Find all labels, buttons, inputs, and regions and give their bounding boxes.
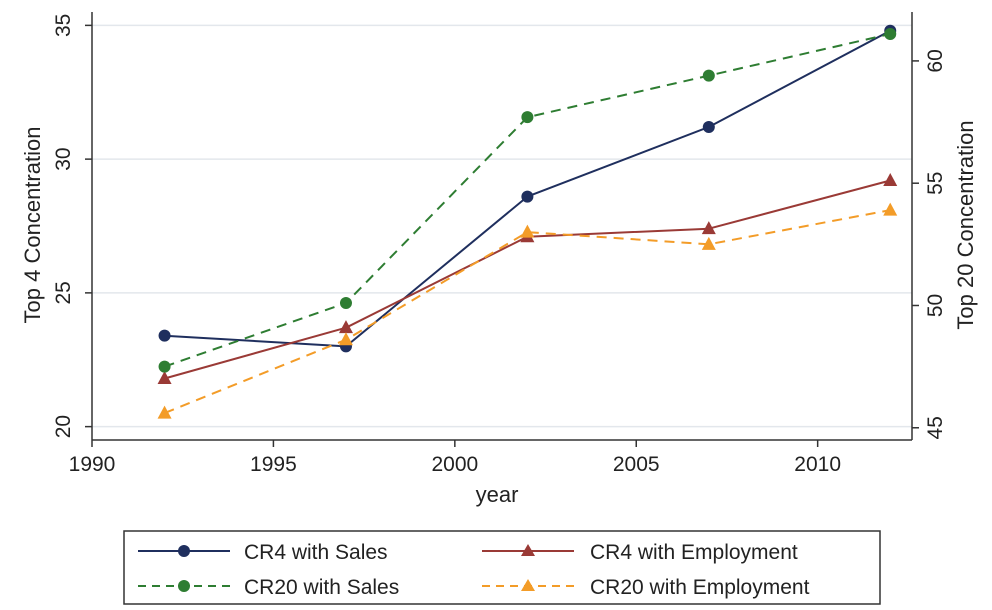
y-axis-right-title: Top 20 Concentration: [953, 120, 978, 329]
series-3-point-2002: [520, 224, 535, 238]
x-axis-title: year: [476, 482, 519, 507]
legend-box: [123, 530, 881, 605]
axes-layer: 20 25 30 35 45 50 55 60 1990 1995 2000 2005 2010: [52, 12, 947, 476]
y-right-tick-label-45: 45: [924, 416, 947, 439]
legend-item-cr4-employment: CR4 with Employment: [482, 541, 798, 564]
legend-item-cr20-sales: CR20 with Sales: [138, 576, 399, 599]
y-left-tick-label-20: 20: [52, 415, 75, 438]
x-tick-label-1990: 1990: [69, 453, 116, 476]
series-2-point-2002: [521, 111, 534, 124]
series-1-point-2012: [883, 173, 898, 187]
y-left-tick-label-25: 25: [52, 281, 75, 304]
legend-label-cr20-employment: CR20 with Employment: [590, 576, 810, 599]
y-right-tick-label-50: 50: [924, 294, 947, 317]
legend: CR4 with Sales CR4 with Employment CR20 …: [123, 530, 881, 605]
x-tick-label-2000: 2000: [431, 453, 478, 476]
series-0-point-2007: [702, 121, 715, 134]
legend-marker-cr4-sales: [178, 545, 190, 557]
series-2-point-2012: [884, 28, 897, 41]
series-0-point-2002: [521, 190, 534, 203]
legend-label-cr20-sales: CR20 with Sales: [244, 576, 399, 599]
series-0-point-1992: [158, 329, 171, 342]
y-right-tick-label-60: 60: [924, 49, 947, 72]
x-tick-label-1995: 1995: [250, 453, 297, 476]
x-tick-label-2010: 2010: [794, 453, 841, 476]
y-axis-left-title: Top 4 Concentration: [20, 127, 45, 324]
series-1-point-2007: [701, 221, 716, 235]
series-line-3: [164, 209, 891, 415]
series-3-point-2007: [701, 236, 716, 250]
series-layer: [157, 24, 898, 419]
series-3-point-1992: [157, 405, 172, 419]
y-left-tick-label-30: 30: [52, 147, 75, 170]
series-2-point-1992: [158, 360, 171, 373]
series-3-point-1997: [338, 332, 353, 346]
series-1-point-1992: [157, 370, 172, 384]
legend-marker-cr4-employment: [521, 544, 535, 556]
series-3-point-2012: [883, 202, 898, 216]
y-left-tick-label-35: 35: [52, 14, 75, 37]
series-2-point-2007: [702, 69, 715, 82]
series-1-point-1997: [338, 320, 353, 334]
legend-item-cr20-employment: CR20 with Employment: [482, 576, 810, 599]
series-2-point-1997: [339, 297, 352, 310]
series-line-0: [164, 29, 891, 348]
x-tick-label-2005: 2005: [613, 453, 660, 476]
y-right-tick-label-55: 55: [924, 172, 947, 195]
legend-label-cr4-employment: CR4 with Employment: [590, 541, 798, 564]
grid-layer: [92, 24, 912, 428]
legend-marker-cr20-sales: [178, 580, 190, 592]
legend-marker-cr20-employment: [521, 579, 535, 591]
series-line-1: [164, 179, 891, 380]
legend-item-cr4-sales: CR4 with Sales: [138, 541, 388, 564]
legend-label-cr4-sales: CR4 with Sales: [244, 541, 388, 564]
